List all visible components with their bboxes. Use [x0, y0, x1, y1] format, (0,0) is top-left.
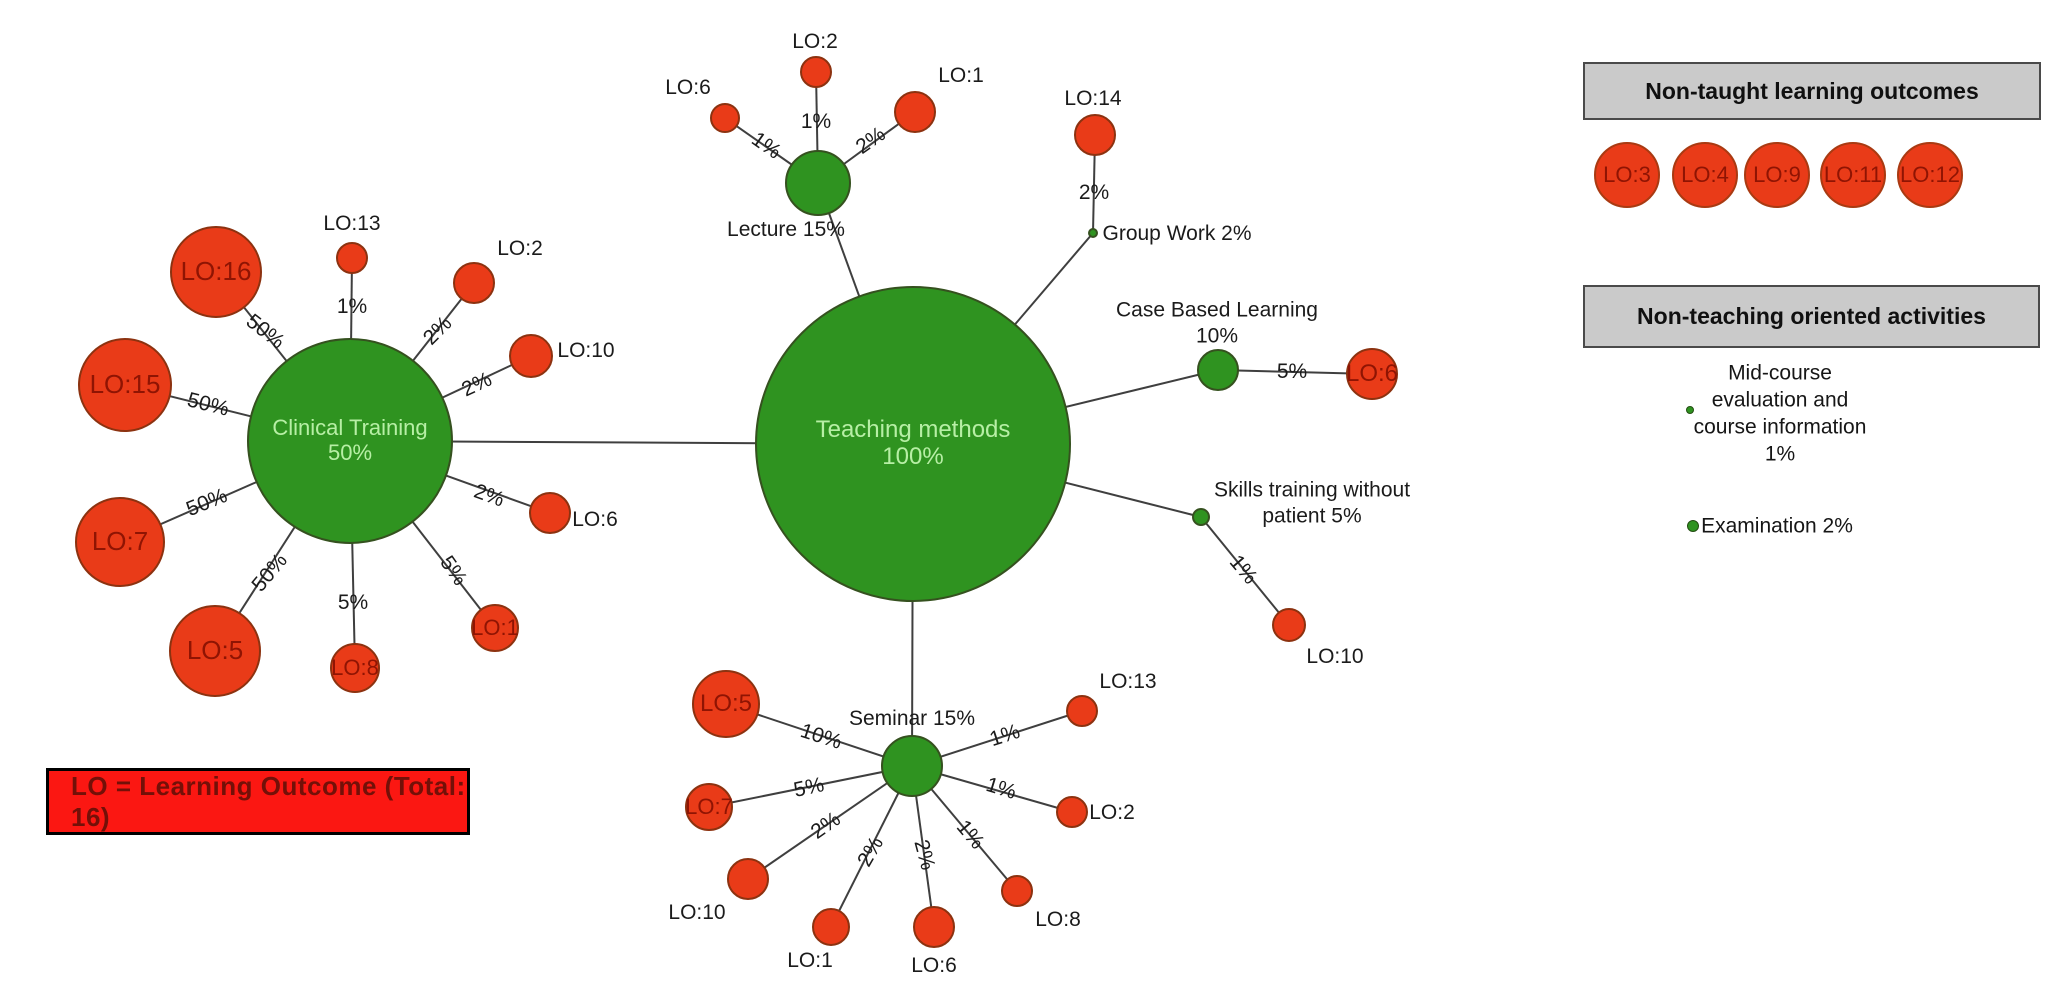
node-st-lo10: [1272, 608, 1306, 642]
node-skills: [1192, 508, 1210, 526]
node-ct-lo1: LO:1: [471, 604, 519, 652]
node-ct-lo8: LO:8: [330, 643, 380, 693]
node-seminar: [881, 735, 943, 797]
label-sem-lo1: LO:1: [787, 948, 833, 972]
node-ct-lo5: LO:5: [169, 605, 261, 697]
node-case-based: [1197, 349, 1239, 391]
node-sem-lo8: [1001, 875, 1033, 907]
label-ct-lo10: LO:10: [557, 338, 615, 362]
legend-outcome-LO12: LO:12: [1897, 142, 1963, 208]
node-cbl-lo6: LO:6: [1346, 348, 1398, 400]
legend-activities-box: Non-teaching oriented activities: [1583, 285, 2040, 348]
label-sem-lo6: LO:6: [911, 953, 957, 977]
legend-non-taught-box: Non-taught learning outcomes: [1583, 62, 2041, 120]
label-case-based: Case Based Learning 10%: [1116, 298, 1318, 348]
node-lec-lo2: [800, 56, 832, 88]
label-gw-lo14: LO:14: [1064, 86, 1122, 110]
node-ct-lo10: [509, 334, 553, 378]
note-text: LO = Learning Outcome (Total: 16): [71, 770, 466, 832]
activity-text-0: Mid-course evaluation and course informa…: [1693, 361, 1867, 465]
edge-label-group-work--gw-lo14: 2%: [1078, 181, 1110, 204]
node-ct-lo13: [336, 242, 368, 274]
label-seminar: Seminar 15%: [848, 706, 976, 730]
node-group-work: [1088, 228, 1098, 238]
label-ct-lo13: LO:13: [323, 211, 381, 235]
node-tm: Teaching methods 100%: [755, 286, 1071, 602]
label-lecture: Lecture 15%: [727, 217, 845, 241]
activity-text-1: Examination 2%: [1701, 514, 1853, 538]
label-lec-lo6: LO:6: [665, 75, 711, 99]
edge-seminar--sem-lo10: [747, 765, 913, 880]
label-sem-lo8: LO:8: [1035, 907, 1081, 931]
node-ct-lo6: [529, 492, 571, 534]
label-sem-lo2: LO:2: [1089, 800, 1135, 824]
node-sem-lo5: LO:5: [692, 670, 760, 738]
edge-label-ct--ct-lo8: 5%: [337, 591, 369, 614]
edge-label-ct--ct-lo13: 1%: [336, 295, 368, 318]
activity-dot-0: [1686, 406, 1694, 414]
label-skills: Skills training without patient 5%: [1213, 478, 1411, 528]
node-sem-lo6: [913, 906, 955, 948]
node-lec-lo1: [894, 91, 936, 133]
node-ct-lo15: LO:15: [78, 338, 172, 432]
node-sem-lo13: [1066, 695, 1098, 727]
label-lec-lo1: LO:1: [938, 63, 984, 87]
node-lec-lo6: [710, 103, 740, 133]
edge-label-case-based--cbl-lo6: 5%: [1276, 360, 1308, 383]
node-sem-lo7: LO:7: [685, 783, 733, 831]
legend-outcome-LO9: LO:9: [1744, 142, 1810, 208]
note-box: LO = Learning Outcome (Total: 16): [46, 768, 470, 835]
node-sem-lo10: [727, 858, 769, 900]
node-ct-lo16: LO:16: [170, 226, 262, 318]
edge-skills--st-lo10: [1200, 516, 1290, 626]
legend-outcome-LO3: LO:3: [1594, 142, 1660, 208]
legend-outcome-LO4: LO:4: [1672, 142, 1738, 208]
label-sem-lo13: LO:13: [1099, 669, 1157, 693]
legend-non-taught-title: Non-taught learning outcomes: [1645, 77, 1979, 104]
label-ct-lo2: LO:2: [497, 236, 543, 260]
label-lec-lo2: LO:2: [792, 29, 838, 53]
edge-seminar--sem-lo7: [708, 765, 913, 808]
label-sem-lo10: LO:10: [668, 900, 726, 924]
label-st-lo10: LO:10: [1306, 644, 1364, 668]
activity-dot-1: [1687, 520, 1699, 532]
edge-label-lecture--lec-lo2: 1%: [800, 110, 832, 133]
node-ct-lo2: [453, 262, 495, 304]
legend-outcome-LO11: LO:11: [1820, 142, 1886, 208]
node-gw-lo14: [1074, 114, 1116, 156]
node-sem-lo1: [812, 908, 850, 946]
node-lecture: [785, 150, 851, 216]
node-ct-lo7: LO:7: [75, 497, 165, 587]
label-group-work: Group Work 2%: [1102, 221, 1252, 245]
legend-activities-title: Non-teaching oriented activities: [1637, 303, 1986, 329]
node-ct: Clinical Training 50%: [247, 338, 453, 544]
label-ct-lo6: LO:6: [572, 507, 618, 531]
node-sem-lo2: [1056, 796, 1088, 828]
